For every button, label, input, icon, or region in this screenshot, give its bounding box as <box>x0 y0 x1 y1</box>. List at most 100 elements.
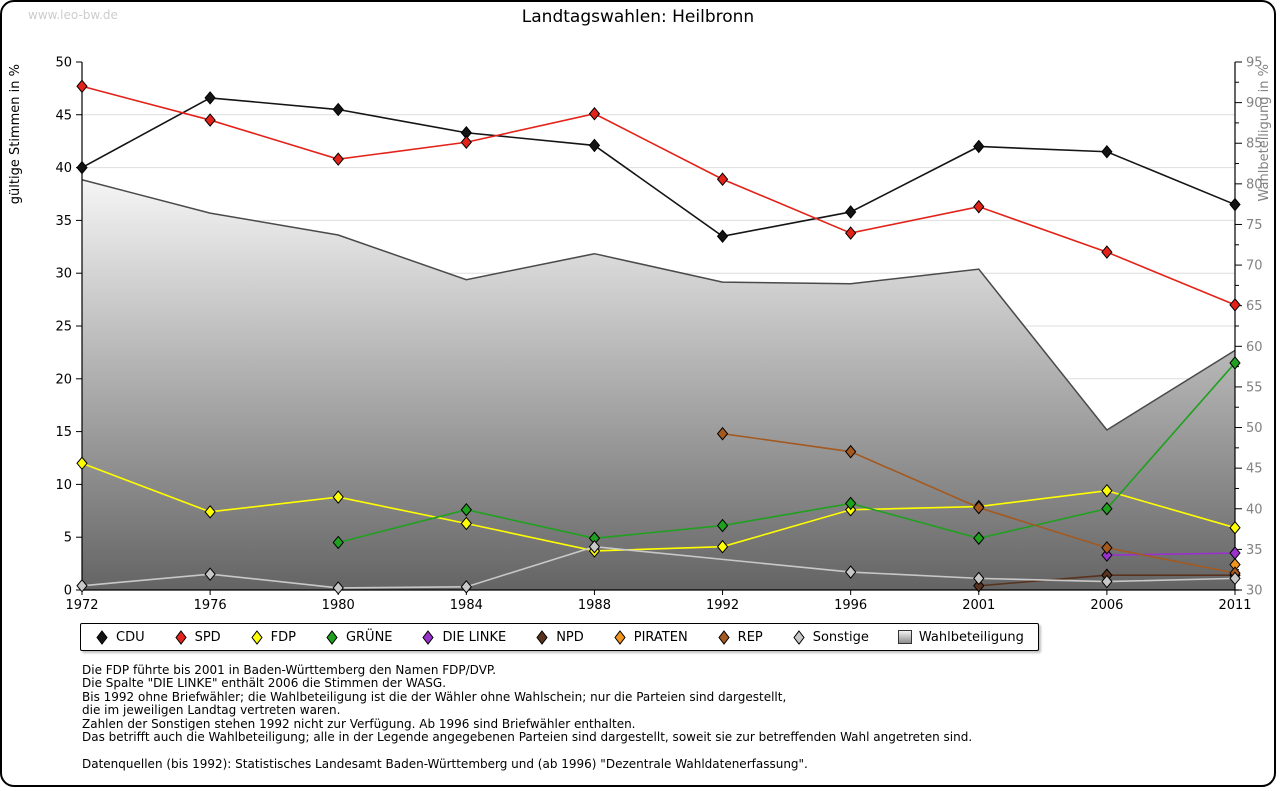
y-tick-label-right: 35 <box>1246 543 1263 558</box>
y-tick-label-left: 10 <box>55 478 72 493</box>
data-point <box>845 205 857 219</box>
data-point <box>332 490 344 504</box>
y-axis-left-label: gültige Stimmen in % <box>8 64 23 204</box>
data-point <box>1229 520 1241 535</box>
x-tick-label: 1992 <box>706 598 739 613</box>
x-tick-label: 2011 <box>1218 598 1251 613</box>
footer-note: Das betrifft auch die Wahlbeteiligung; a… <box>82 730 973 745</box>
series-lines <box>76 79 1241 595</box>
footer-note: Zahlen der Sonstigen stehen 1992 nicht z… <box>82 716 636 731</box>
footer-note: Die FDP führte bis 2001 in Baden-Württem… <box>82 663 497 677</box>
series-line <box>338 362 1236 544</box>
data-point <box>1101 501 1113 516</box>
series-fdp <box>76 456 1241 558</box>
data-point <box>76 79 88 94</box>
diamond-marker-icon <box>614 629 626 645</box>
legend-item-spd: SPD <box>174 629 221 646</box>
series-spd <box>76 79 1241 312</box>
y-tick-label-right: 75 <box>1246 218 1263 233</box>
wahlbeteiligung-line <box>81 179 1236 431</box>
y-tick-label-right: 65 <box>1246 299 1263 314</box>
y-tick-label-right: 60 <box>1246 340 1263 355</box>
data-point <box>845 565 857 579</box>
data-point <box>460 502 472 517</box>
data-point <box>76 456 88 471</box>
data-point <box>973 500 985 515</box>
y-tick-label-left: 0 <box>64 584 72 599</box>
x-tick-label: 1980 <box>322 598 355 613</box>
data-point <box>973 199 985 214</box>
footer-notes: Die FDP führte bis 2001 in Baden-Württem… <box>82 663 973 772</box>
chart: 0 5 10 15 20 25 30 35 40 45 50 30 35 40 45 50 55 60 65 70 75… <box>2 2 1274 620</box>
x-tick-label: 2001 <box>962 598 995 613</box>
legend: CDU SPD FDP GRÜNE DIE LINKE NPD PIRATEN REP Sons… <box>80 623 1039 651</box>
footer-datasource: Datenquellen (bis 1992): Statistisches L… <box>82 757 808 772</box>
y-tick-label-left: 40 <box>55 161 72 176</box>
data-point <box>332 102 344 117</box>
diamond-marker-icon <box>251 629 263 645</box>
diamond-marker-icon <box>718 629 730 645</box>
data-point <box>1229 298 1241 312</box>
data-point <box>845 444 857 459</box>
data-point <box>1101 574 1113 589</box>
footer-note: Bis 1992 ohne Briefwähler; die Wahlbetei… <box>82 689 787 704</box>
data-point <box>204 505 216 519</box>
turnout-area <box>81 179 1236 591</box>
x-tick-label: 1984 <box>450 598 483 613</box>
data-point <box>1229 571 1241 586</box>
data-point <box>460 135 472 150</box>
legend-item-wahlbeteiligung: Wahlbeteiligung <box>897 630 1024 645</box>
data-point <box>332 535 344 550</box>
data-point <box>716 172 729 186</box>
y-tick-label-right: 30 <box>1246 584 1263 599</box>
data-point <box>1101 548 1113 562</box>
legend-item-sonstige: Sonstige <box>792 629 869 646</box>
series-die-linke <box>1101 546 1241 562</box>
data-point <box>716 518 729 533</box>
series-cdu <box>76 91 1241 244</box>
y-tick-label-left: 15 <box>55 425 72 440</box>
data-point <box>1101 245 1113 259</box>
data-point <box>1229 356 1241 370</box>
legend-label: GRÜNE <box>345 629 393 645</box>
data-point <box>1229 197 1241 212</box>
diamond-marker-icon <box>536 629 548 645</box>
data-point <box>716 229 729 244</box>
x-tick-label: 1976 <box>194 598 227 613</box>
y-tick-label-left: 50 <box>55 56 72 71</box>
y-tick-label-left: 5 <box>64 531 72 546</box>
chart-svg: 0 5 10 15 20 25 30 35 40 45 50 30 35 40 45 50 55 60 65 70 75… <box>8 56 1272 614</box>
legend-item-cdu: CDU <box>95 629 145 646</box>
data-point <box>973 531 985 546</box>
legend-item-fdp: FDP <box>250 629 296 646</box>
y-tick-label-left: 25 <box>55 320 72 335</box>
series-line <box>1106 552 1236 556</box>
diamond-marker-icon <box>422 629 435 645</box>
series-line <box>81 462 1236 552</box>
series-line <box>81 85 1236 306</box>
data-point <box>204 113 216 127</box>
legend-label: NPD <box>556 629 584 645</box>
legend-label: FDP <box>270 629 296 645</box>
data-point <box>845 226 857 240</box>
data-point <box>460 516 472 531</box>
series-line <box>81 97 1236 238</box>
legend-label: CDU <box>116 629 145 645</box>
x-tick-label: 1972 <box>65 598 98 613</box>
legend-label: Sonstige <box>812 629 869 645</box>
data-point <box>716 426 729 441</box>
legend-item-rep: REP <box>717 629 763 646</box>
data-point <box>716 539 729 554</box>
data-point <box>973 139 985 154</box>
data-point <box>973 578 985 593</box>
legend-item-piraten: PIRATEN <box>613 629 688 646</box>
data-point <box>1101 144 1113 159</box>
data-point <box>204 567 216 581</box>
y-tick-label-right: 90 <box>1246 96 1263 111</box>
turnout-swatch-icon <box>897 630 912 644</box>
data-point <box>332 152 344 166</box>
y-tick-label-right: 85 <box>1246 137 1263 152</box>
y-tick-label-left: 30 <box>55 267 72 282</box>
data-point <box>588 106 601 121</box>
